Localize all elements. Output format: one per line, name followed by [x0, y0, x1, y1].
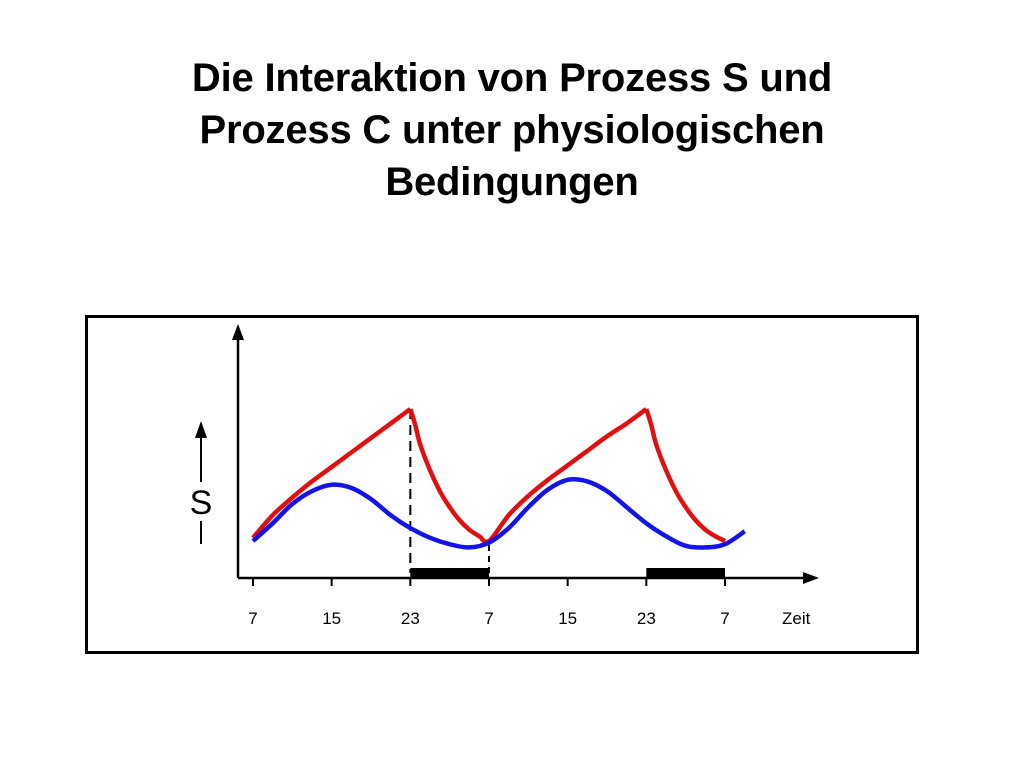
x-axis-label: Zeit	[782, 609, 811, 628]
s-indicator-arrow-icon	[195, 421, 207, 438]
x-axis-arrowhead	[803, 572, 819, 584]
title-line-1: Die Interaktion von Prozess S und	[191, 56, 833, 100]
x-tick-label: 23	[401, 609, 420, 628]
sleep-bar-1	[410, 568, 489, 579]
x-tick-label: 15	[558, 609, 577, 628]
x-tick-label: 7	[720, 609, 729, 628]
y-axis-label: S	[190, 484, 213, 522]
series-line-process_s	[251, 407, 727, 545]
x-tick-label: 23	[637, 609, 656, 628]
page-title: Die Interaktion von Prozess S und Prozes…	[112, 52, 912, 208]
x-tick-label: 7	[248, 609, 257, 628]
y-axis-arrowhead	[232, 324, 244, 340]
chart-frame: S 7 15 23 7 15 23 7 Zeit	[85, 315, 919, 654]
title-line-2: Prozess C unter physiologischen	[199, 108, 825, 152]
title-line-3: Bedingungen	[385, 160, 639, 204]
x-tick-label: 7	[484, 609, 493, 628]
chart: S 7 15 23 7 15 23 7 Zeit	[190, 324, 819, 628]
x-tick-label: 15	[322, 609, 341, 628]
sleep-bar-2	[646, 568, 725, 579]
series-line-process_c	[251, 476, 746, 550]
